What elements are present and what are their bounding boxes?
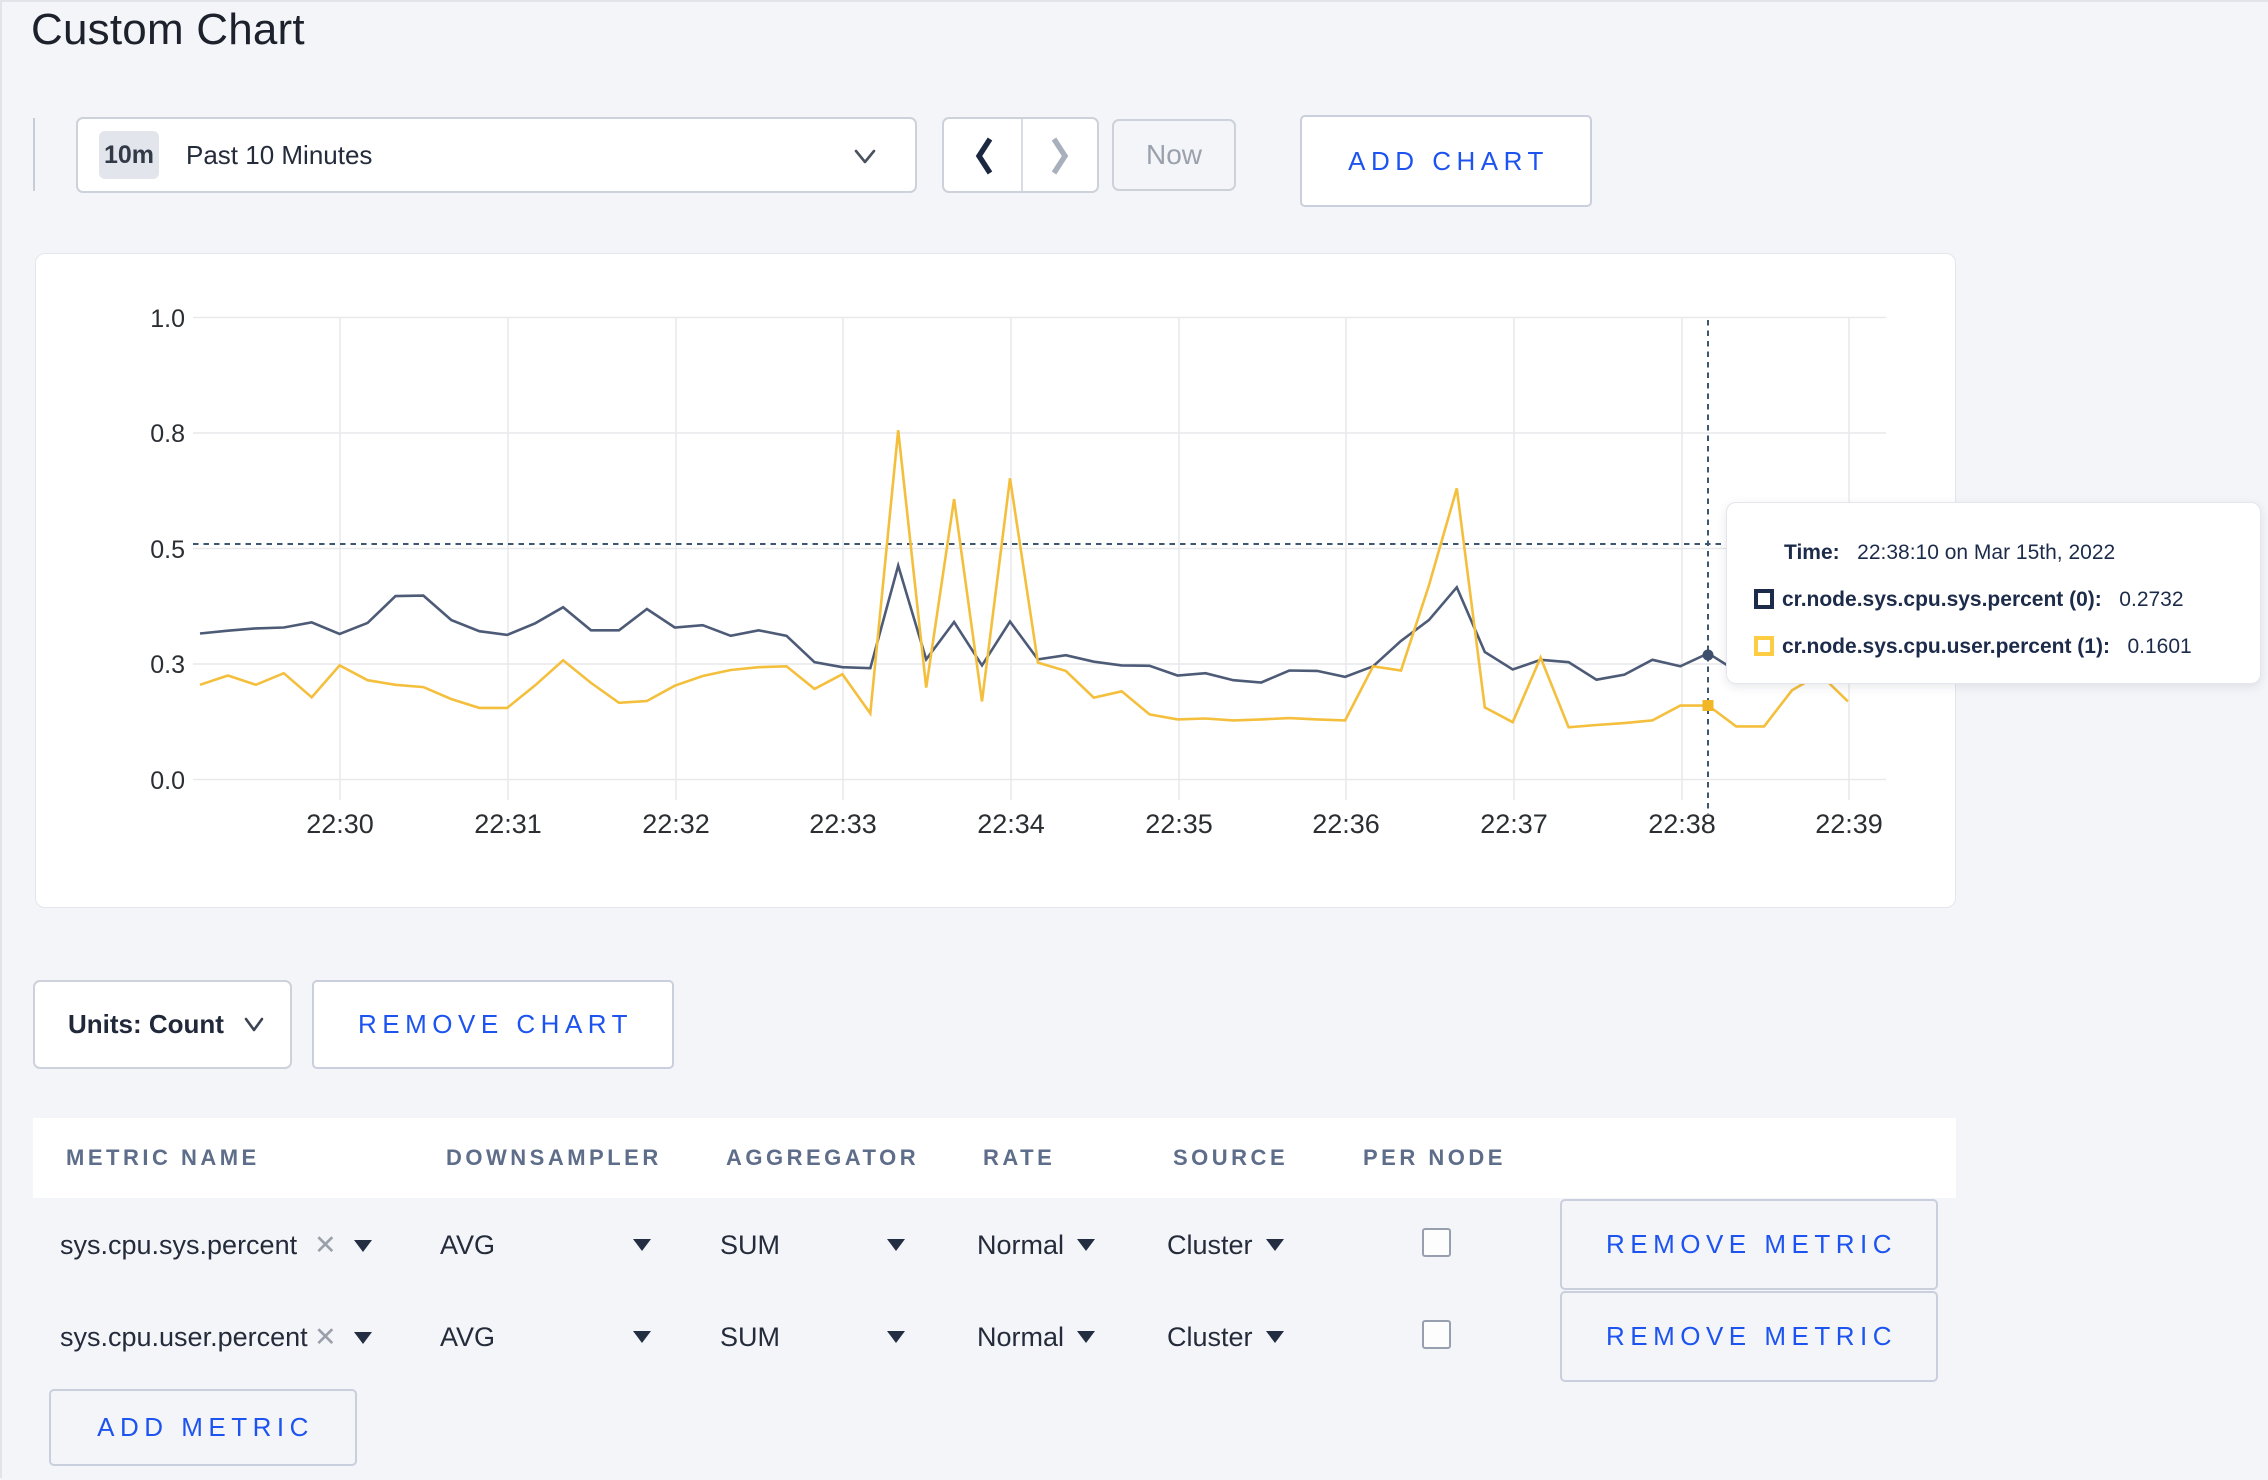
svg-text:22:39: 22:39 [1815, 809, 1883, 839]
svg-text:22:31: 22:31 [474, 809, 542, 839]
svg-text:0.5: 0.5 [150, 536, 185, 564]
svg-text:22:30: 22:30 [306, 809, 374, 839]
svg-text:22:32: 22:32 [642, 809, 710, 839]
svg-text:0.0: 0.0 [150, 767, 185, 795]
svg-text:0.3: 0.3 [150, 651, 185, 679]
svg-text:22:36: 22:36 [1312, 809, 1380, 839]
svg-text:22:33: 22:33 [809, 809, 877, 839]
svg-text:22:38: 22:38 [1648, 809, 1716, 839]
svg-text:1.0: 1.0 [150, 305, 185, 333]
svg-text:22:37: 22:37 [1480, 809, 1548, 839]
svg-text:0.8: 0.8 [150, 420, 185, 448]
svg-text:22:35: 22:35 [1145, 809, 1213, 839]
svg-text:22:34: 22:34 [977, 809, 1045, 839]
